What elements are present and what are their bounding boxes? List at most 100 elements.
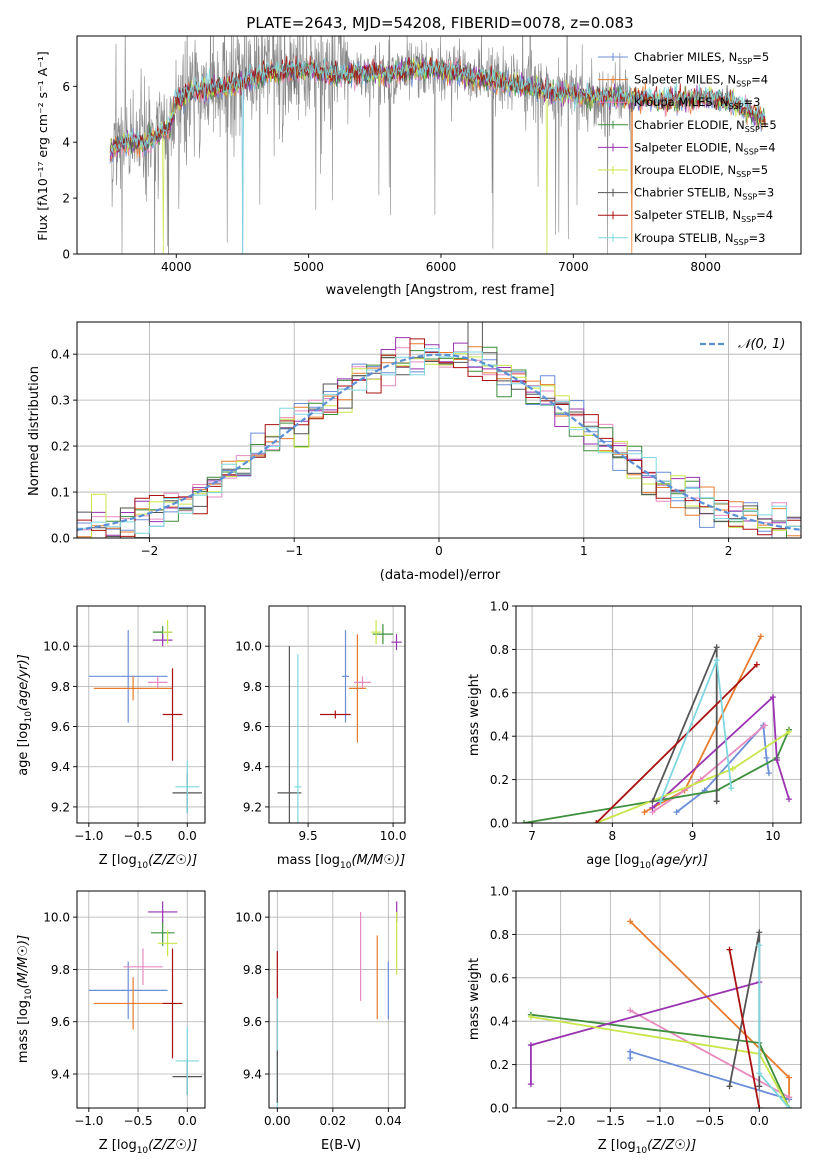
point-kroupa_miles <box>147 676 168 689</box>
mass_vs_Z-ytick-label: 9.4 <box>51 1068 70 1082</box>
weight-marker-kroupa_miles <box>786 1094 793 1101</box>
weight-marker-kroupa_stelib <box>713 657 720 664</box>
age_vs_mass-frame <box>268 605 406 824</box>
mass_vs_ebv-xtick-label: 0.04 <box>375 1114 402 1128</box>
point-kroupa_elodie <box>162 620 173 645</box>
spectrum-ytick-label: 0 <box>62 248 70 262</box>
weight-marker-salpeter_elodie <box>769 694 776 701</box>
legend-label-chabrier_stelib: Chabrier STELIB, NSSP=3 <box>634 186 774 202</box>
legend-label-eq: =3 <box>749 231 766 245</box>
legend-label-base: Salpeter MILES, N <box>634 73 736 87</box>
spectrum-legend-entry: Salpeter MILES, NSSP=4 <box>598 73 768 89</box>
mass_vs_ebv-marks <box>276 901 398 1108</box>
weight-marker-salpeter_miles <box>757 633 764 640</box>
legend-label-base: Chabrier STELIB, N <box>634 186 742 200</box>
spectrum-legend-entry: Chabrier ELODIE, NSSP=5 <box>598 118 777 134</box>
legend-label-eq: =5 <box>752 50 769 64</box>
weights_vs_Z-ytick-label: 0.0 <box>490 1102 509 1116</box>
spectrum-marks <box>109 36 766 254</box>
weight-marker-salpeter_miles <box>641 809 648 816</box>
weight-line-salpeter_stelib <box>728 949 761 1108</box>
spectrum-xlabel: wavelength [Angstrom, rest frame] <box>326 283 555 298</box>
age_vs_mass-ytick-label: 9.6 <box>243 720 262 734</box>
weights_vs_age-grid <box>516 605 801 824</box>
weight-marker-chabrier_elodie <box>521 820 528 823</box>
age_vs_Z-ytick-label: 9.6 <box>51 720 70 734</box>
weight-marker-salpeter_stelib <box>756 1105 763 1108</box>
age-vs-metallicity-xlabel: Z [log10(Z/Z☉)] <box>99 853 197 871</box>
spectrum-xtick-label: 7000 <box>558 260 589 274</box>
point-salpeter_miles <box>93 676 173 701</box>
weight-vs-age-ylabel: mass weight <box>467 674 482 756</box>
weights_vs_Z-ytick-label: 1.0 <box>490 885 509 899</box>
mass_vs_Z-ytick-label: 9.8 <box>51 963 70 977</box>
weight-marker-kroupa_elodie <box>527 1013 534 1020</box>
weight-marker-salpeter_elodie <box>649 804 656 811</box>
point-chabrier_miles <box>88 961 168 1020</box>
residuals-ytick-label: 0.1 <box>51 486 70 500</box>
weights_vs_Z-xtick-label: 0.0 <box>750 1114 769 1128</box>
mass_vs_Z-grid <box>77 891 205 1108</box>
point-kroupa_stelib <box>175 760 200 813</box>
point-salpeter_elodie <box>391 634 402 651</box>
residuals-ytick-label: 0.2 <box>51 440 70 454</box>
weight-vs-metallicity-plot-area: −2.0 −1.5 −1.0 −0.5 0.0 0.0 0.2 0.4 0.6 0.8 1.0 <box>490 885 802 1128</box>
weight-marker-salpeter_elodie <box>527 1042 534 1049</box>
weight-marker-kroupa_elodie <box>729 765 736 772</box>
age-vs-metallicity-ylabel: age [log10(age/yr)] <box>16 654 34 776</box>
weights_vs_Z-ytick-label: 0.8 <box>490 928 509 942</box>
legend-label-sub: SSP <box>736 80 751 89</box>
spectrum-legend-entry: Kroupa STELIB, NSSP=3 <box>598 231 765 247</box>
weights_vs_age-ytick-label: 0.2 <box>490 773 509 787</box>
point-salpeter_elodie <box>152 634 173 647</box>
weights_vs_age-axes: 7 8 9 10 0.0 0.2 0.4 0.6 0.8 1.0 <box>490 600 802 843</box>
age_vs_Z-frame <box>76 605 206 824</box>
weights_vs_Z-xtick-label: −2.0 <box>546 1114 575 1128</box>
weight-marker-chabrier_stelib <box>713 644 720 651</box>
weights_vs_age-ytick-label: 1.0 <box>490 600 509 614</box>
weight-marker-salpeter_stelib <box>726 946 733 953</box>
legend-label-base: Kroupa ELODIE, N <box>634 163 736 177</box>
legend-label-base: Salpeter STELIB, N <box>634 208 741 222</box>
mass_vs_ebv-ytick-label: 9.6 <box>243 1015 262 1029</box>
legend-label-salpeter_stelib: Salpeter STELIB, NSSP=4 <box>634 208 773 224</box>
weight-marker-kroupa_stelib <box>657 798 664 805</box>
weight-marker-salpeter_elodie <box>773 757 780 764</box>
age_vs_mass-axes: 9.5 10.0 9.2 9.4 9.6 9.8 10.0 <box>235 605 406 843</box>
point-salpeter_miles <box>93 977 173 1030</box>
point-chabrier_miles <box>342 630 349 723</box>
weights_vs_Z-ytick-label: 0.4 <box>490 1015 509 1029</box>
legend-label-sub: SSP <box>729 102 744 111</box>
weights_vs_age-xtick-label: 10 <box>765 829 780 843</box>
spectrum-model-kroupa_stelib <box>109 58 766 254</box>
residuals-axes: −2 −1 0 1 2 0.0 0.1 0.2 0.3 0.4 <box>51 321 802 558</box>
legend-label-chabrier_miles: Chabrier MILES, NSSP=5 <box>634 50 769 66</box>
legend-label-sub: SSP <box>734 238 749 247</box>
age_vs_Z-xtick-label: −1.0 <box>74 829 103 843</box>
legend-label-base: Salpeter ELODIE, N <box>634 140 744 154</box>
weight-marker-chabrier_miles <box>673 809 680 816</box>
point-kroupa_elodie <box>371 620 382 645</box>
spectrum-panel: PLATE=2643, MJD=54208, FIBERID=0078, z=0… <box>35 14 802 298</box>
legend-label-eq: =4 <box>759 140 776 154</box>
legend-label-base: Kroupa MILES, N <box>634 95 729 109</box>
point-chabrier_miles <box>88 630 168 723</box>
residuals-xtick-label: −2 <box>141 544 159 558</box>
mass_vs_Z-frame <box>76 890 206 1109</box>
age_vs_Z-xtick-label: −0.5 <box>123 829 152 843</box>
weights_vs_Z-frame <box>515 890 802 1109</box>
weight-marker-kroupa_miles <box>761 722 768 729</box>
mass-vs-metallicity-ylabel: mass [log10(M/M☉)] <box>16 935 34 1063</box>
weights_vs_Z-ytick-label: 0.6 <box>490 971 509 985</box>
age_vs_Z-ytick-label: 9.4 <box>51 760 70 774</box>
residuals-ytick-label: 0.0 <box>51 532 70 546</box>
weight-marker-chabrier_miles <box>627 1048 634 1055</box>
legend-label-kroupa_miles: Kroupa MILES, NSSP=3 <box>634 95 760 111</box>
spectrum-legend-entry: Salpeter ELODIE, NSSP=4 <box>598 140 776 156</box>
weights_vs_age-frame <box>515 605 802 824</box>
spectrum-xtick-label: 5000 <box>293 260 324 274</box>
age-vs-metallicity-panel: −1.0 −0.5 0.0 9.2 9.4 9.6 9.8 10.0 Z [log10(Z/Z… <box>16 605 206 871</box>
weights_vs_Z-marks <box>527 918 793 1108</box>
weights_vs_Z-grid <box>516 890 801 1109</box>
